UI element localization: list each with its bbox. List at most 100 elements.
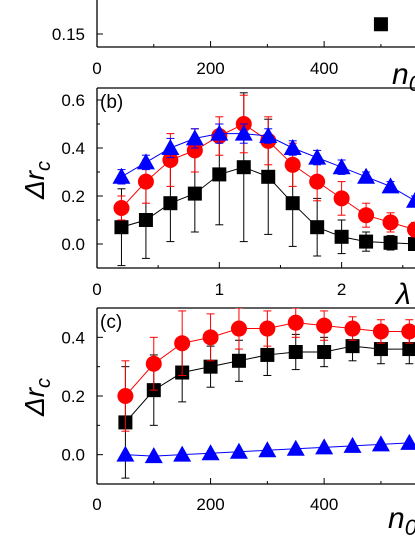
panel-2: 0 200 400 0.0 0.2 0.4 Δrc n0 (c) <box>19 307 415 537</box>
y-tick-label: 0.6 <box>61 91 85 110</box>
data-point <box>185 129 204 146</box>
data-point <box>236 160 251 175</box>
data-point <box>315 438 334 455</box>
plot-area <box>116 308 415 479</box>
data-point <box>381 177 400 194</box>
data-point <box>187 186 202 201</box>
data-point <box>284 156 301 173</box>
data-point <box>333 190 350 207</box>
data-point <box>287 314 304 331</box>
y-axis-label: Δrc <box>19 161 55 200</box>
data-point <box>258 441 277 458</box>
data-point <box>162 152 179 168</box>
data-point <box>310 220 325 235</box>
plot-area <box>112 92 415 267</box>
data-point <box>344 320 361 337</box>
data-point <box>285 196 300 211</box>
y-axis-label-main: Δr <box>19 386 50 417</box>
data-point <box>114 220 129 235</box>
x-axis-label: n0 <box>392 58 415 96</box>
data-point <box>259 320 276 337</box>
data-point <box>145 355 162 372</box>
data-point <box>161 139 180 155</box>
y-tick-label: 0.4 <box>61 328 85 347</box>
y-tick-label: 0.0 <box>61 446 85 465</box>
x-tick-label: 2 <box>337 280 346 299</box>
x-axis-label: λ <box>394 278 411 311</box>
data-point <box>136 153 155 170</box>
x-axis-label: n0 <box>388 502 415 537</box>
data-point <box>260 347 275 362</box>
data-point <box>400 433 415 450</box>
data-point <box>234 124 253 141</box>
data-point <box>229 442 248 459</box>
data-point <box>203 359 218 374</box>
data-point <box>407 221 415 238</box>
x-axis-label-main: λ <box>394 278 411 311</box>
x-tick-label: 0 <box>92 495 101 514</box>
data-point <box>359 234 374 249</box>
x-axis-label-sub: 0 <box>409 71 415 96</box>
data-point <box>283 139 302 155</box>
y-tick-label: 0.4 <box>61 139 85 158</box>
data-point <box>345 339 360 354</box>
panel-label: (c) <box>100 312 122 333</box>
data-point <box>212 167 227 182</box>
data-point <box>343 436 362 453</box>
panel-label: (b) <box>100 92 123 113</box>
x-tick-label: 0 <box>92 59 101 78</box>
y-axis-label-sub: c <box>33 161 55 171</box>
x-tick-label: 1 <box>215 280 224 299</box>
y-tick-label: 0.2 <box>61 187 85 206</box>
series-triangle <box>116 433 415 464</box>
x-tick-label: 200 <box>196 59 224 78</box>
data-point <box>288 345 303 359</box>
x-tick-label: 400 <box>310 495 338 514</box>
data-point <box>137 173 154 190</box>
plot-area <box>373 17 388 32</box>
data-point <box>316 317 333 334</box>
data-point <box>373 342 388 357</box>
x-axis-label-main: n <box>388 502 405 535</box>
data-point <box>357 167 376 184</box>
data-point <box>383 235 398 250</box>
data-point <box>174 335 191 352</box>
y-tick-label: 0.0 <box>61 235 85 254</box>
x-tick-label: 200 <box>196 495 224 514</box>
data-point <box>163 196 178 211</box>
data-point <box>261 169 276 184</box>
data-point <box>231 353 246 368</box>
data-point <box>113 200 130 216</box>
data-point <box>117 388 134 404</box>
data-point <box>408 237 415 251</box>
y-tick-label: 0.2 <box>61 387 85 406</box>
x-tick-label: 0 <box>92 280 101 299</box>
data-point <box>210 124 229 141</box>
y-axis-label: Δrc <box>19 378 55 417</box>
data-point <box>382 214 399 231</box>
data-point <box>201 444 220 461</box>
data-point <box>372 323 389 340</box>
data-point <box>173 445 192 462</box>
series-circle <box>113 94 415 238</box>
series-triangle <box>112 123 415 208</box>
data-point <box>186 142 203 159</box>
data-point <box>402 342 415 357</box>
data-point <box>138 213 153 227</box>
data-point <box>406 191 415 208</box>
data-point <box>317 345 332 359</box>
data-point <box>112 167 131 184</box>
y-axis-label-main: Δr <box>19 169 50 200</box>
panel-1: 0 1 2 0.0 0.2 0.4 0.6 Δrc λ (b) <box>19 87 415 311</box>
x-axis-label-main: n <box>392 58 409 91</box>
data-point <box>116 445 135 462</box>
data-point <box>286 439 305 456</box>
data-point <box>309 173 326 190</box>
data-point <box>371 435 390 452</box>
data-point <box>230 320 247 337</box>
y-axis-label-sub: c <box>33 378 55 388</box>
y-tick-label: 0.15 <box>52 25 85 44</box>
data-point <box>358 207 375 224</box>
x-tick-label: 400 <box>310 59 338 78</box>
